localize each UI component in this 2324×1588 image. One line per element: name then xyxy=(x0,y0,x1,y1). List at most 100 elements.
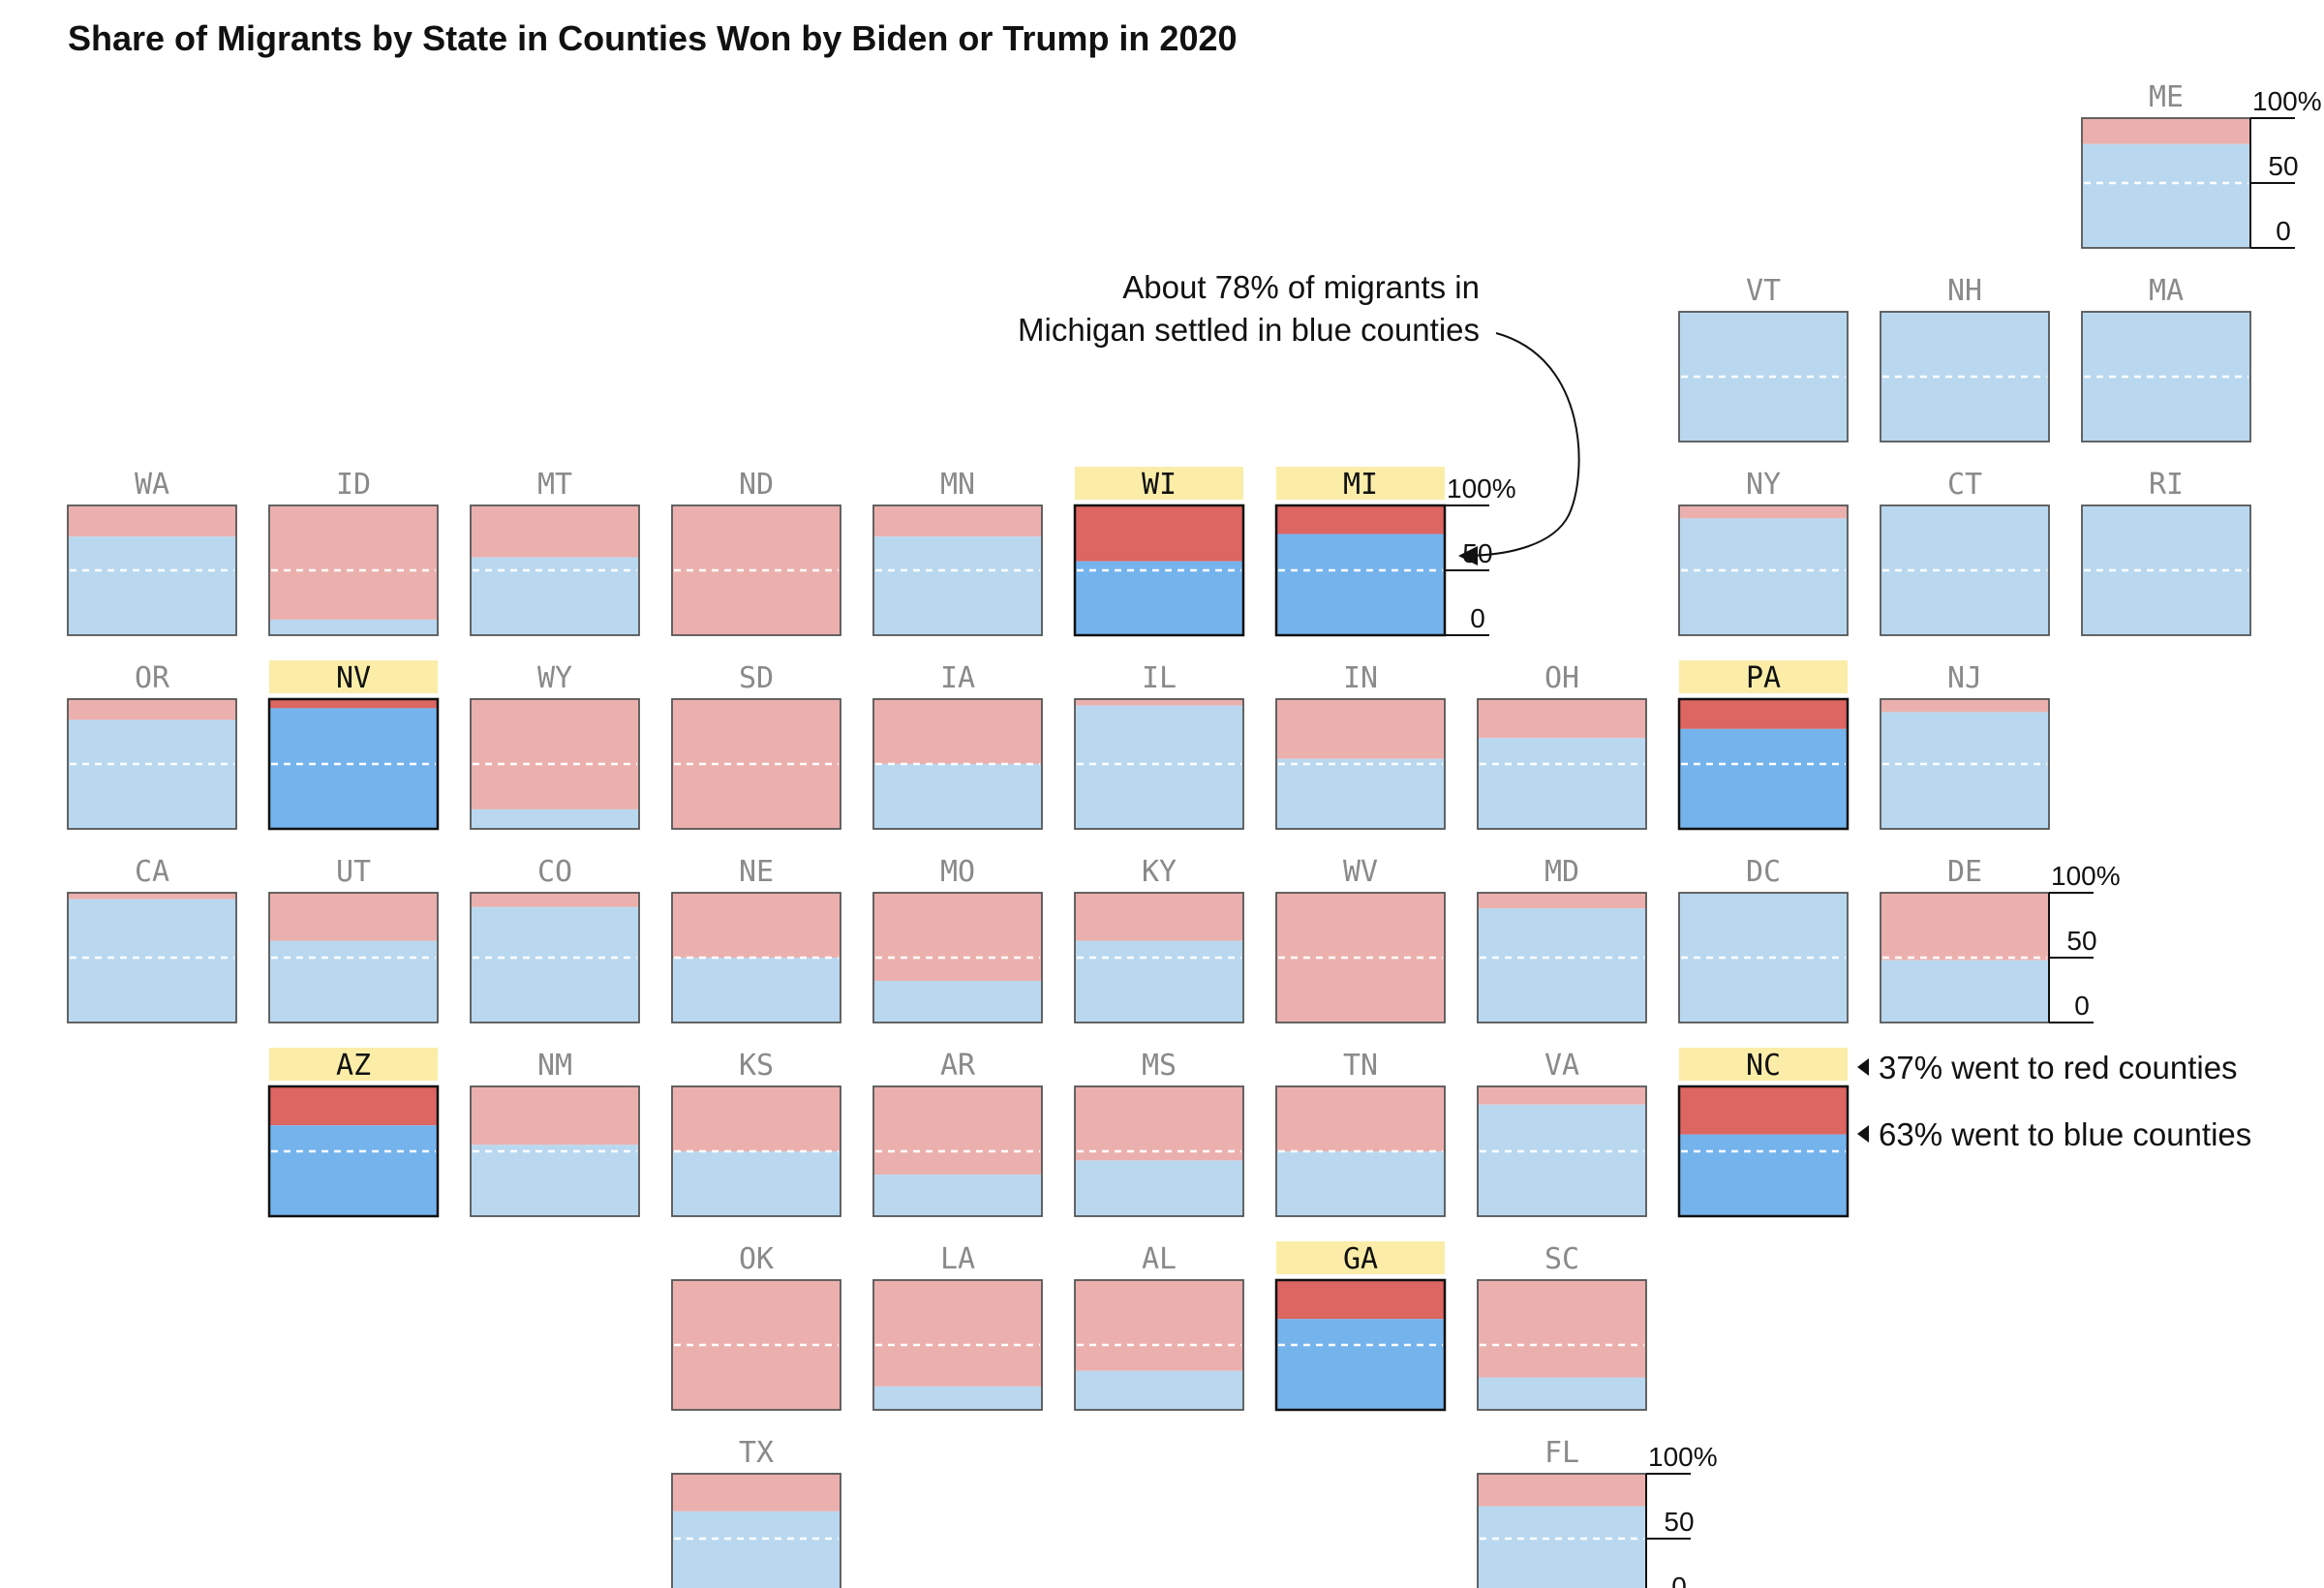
red-counties-bar xyxy=(873,505,1042,537)
tile-border xyxy=(1477,1279,1647,1411)
tile-border xyxy=(1275,698,1446,830)
state-tile-nj: NJ xyxy=(1880,661,2050,830)
nc-red-annotation: 37% went to red counties xyxy=(1879,1050,2238,1085)
state-label: DE xyxy=(1947,855,1982,889)
tile-border xyxy=(872,892,1043,1023)
red-counties-bar xyxy=(1478,699,1646,739)
state-tile-nh: NH xyxy=(1880,274,2050,443)
scale-tick-label: 100% xyxy=(2252,86,2322,116)
scale-tick-label: 50 xyxy=(2066,926,2096,956)
red-counties-bar xyxy=(1276,505,1445,534)
state-label: WY xyxy=(537,661,572,695)
scale-tick-label: 100% xyxy=(1447,473,1516,504)
state-label: VT xyxy=(1746,274,1781,308)
red-counties-bar xyxy=(1276,1280,1445,1320)
swing-label-bg xyxy=(1276,467,1445,500)
state-label: NE xyxy=(739,855,774,889)
state-tile-mn: MN xyxy=(872,468,1043,636)
scale-axes: 100% 50 0 100% 50 0 100% 50 0 100% 50 0 xyxy=(1444,86,2322,1588)
state-tile-wv: WV xyxy=(1275,855,1446,1023)
scale-axis-mi: 100% 50 0 xyxy=(1444,473,1516,636)
tile-border xyxy=(1477,698,1647,830)
state-label: PA xyxy=(1746,661,1781,695)
red-counties-bar xyxy=(1276,1086,1445,1151)
state-label: NC xyxy=(1746,1049,1781,1083)
tile-border xyxy=(267,1084,440,1218)
state-label: MO xyxy=(940,855,975,889)
state-tile-tx: TX xyxy=(671,1436,841,1588)
tile-border xyxy=(872,698,1043,830)
blue-counties-bar xyxy=(68,719,236,829)
red-counties-bar xyxy=(672,1474,841,1512)
state-label: SC xyxy=(1544,1242,1579,1276)
blue-counties-bar xyxy=(672,1511,841,1588)
state-tile-al: AL xyxy=(1074,1242,1244,1411)
state-label: WA xyxy=(135,468,169,502)
state-tile-or: OR xyxy=(67,661,237,830)
red-counties-bar xyxy=(1679,1086,1848,1135)
tile-border xyxy=(671,1085,841,1217)
red-counties-bar xyxy=(269,505,438,620)
state-tile-wa: WA xyxy=(67,468,237,636)
tile-border xyxy=(1477,892,1647,1023)
blue-counties-bar xyxy=(1276,758,1445,829)
red-counties-bar xyxy=(471,699,639,809)
blue-counties-bar xyxy=(1881,960,2049,1023)
red-counties-bar xyxy=(1075,699,1243,706)
tile-border xyxy=(671,698,841,830)
tile-border xyxy=(872,1279,1043,1411)
blue-counties-bar xyxy=(873,1175,1042,1216)
state-label: NM xyxy=(537,1049,572,1083)
blue-counties-bar xyxy=(471,906,639,1023)
state-label: MI xyxy=(1343,468,1378,502)
red-counties-bar xyxy=(1881,893,2049,961)
red-counties-bar xyxy=(1478,893,1646,909)
tile-border xyxy=(2081,311,2251,443)
state-tile-ut: UT xyxy=(268,855,439,1023)
state-label: MS xyxy=(1142,1049,1177,1083)
state-label: TN xyxy=(1343,1049,1378,1083)
state-tile-co: CO xyxy=(470,855,640,1023)
tile-border xyxy=(470,504,640,636)
red-counties-bar xyxy=(1075,1280,1243,1371)
tile-border xyxy=(1074,1085,1244,1217)
swing-label-bg xyxy=(1276,1241,1445,1274)
state-tile-mi: MI xyxy=(1274,467,1447,637)
state-tile-ia: IA xyxy=(872,661,1043,830)
state-tiles: ME VT NH MA WA ID MT ND MN WI MI NY CT RI OR NV WY SD IA IL… xyxy=(67,80,2251,1588)
scale-axis-de: 100% 50 0 xyxy=(2048,861,2121,1023)
red-counties-bar xyxy=(68,505,236,537)
tile-border xyxy=(1880,504,2050,636)
nc-blue-annotation: 63% went to blue counties xyxy=(1879,1116,2251,1152)
state-label: SD xyxy=(739,661,774,695)
tile-border xyxy=(470,892,640,1023)
blue-counties-bar xyxy=(1075,561,1243,635)
blue-counties-bar xyxy=(471,557,639,635)
swing-label-bg xyxy=(269,660,438,693)
red-counties-bar xyxy=(68,893,236,900)
blue-counties-bar xyxy=(672,958,841,1023)
red-counties-bar xyxy=(672,1086,841,1151)
state-tile-sd: SD xyxy=(671,661,841,830)
blue-counties-bar xyxy=(471,1145,639,1216)
tile-border xyxy=(1073,504,1245,637)
scale-tick-label: 0 xyxy=(1470,603,1485,633)
state-tile-ks: KS xyxy=(671,1049,841,1217)
blue-counties-bar xyxy=(1276,534,1445,635)
state-label: VA xyxy=(1544,1049,1579,1083)
red-counties-bar xyxy=(873,893,1042,982)
state-tile-ne: NE xyxy=(671,855,841,1023)
blue-counties-bar xyxy=(873,1386,1042,1410)
tile-border xyxy=(1880,311,2050,443)
state-label: UT xyxy=(336,855,371,889)
red-counties-bar xyxy=(1478,1280,1646,1378)
state-label: WI xyxy=(1142,468,1177,502)
state-tile-il: IL xyxy=(1074,661,1244,830)
state-label: CA xyxy=(135,855,169,889)
state-tile-me: ME xyxy=(2081,80,2251,249)
tile-border xyxy=(1074,698,1244,830)
state-tile-ga: GA xyxy=(1274,1241,1447,1412)
red-counties-bar xyxy=(1075,505,1243,562)
state-label: GA xyxy=(1343,1242,1378,1276)
blue-counties-bar xyxy=(873,764,1042,829)
